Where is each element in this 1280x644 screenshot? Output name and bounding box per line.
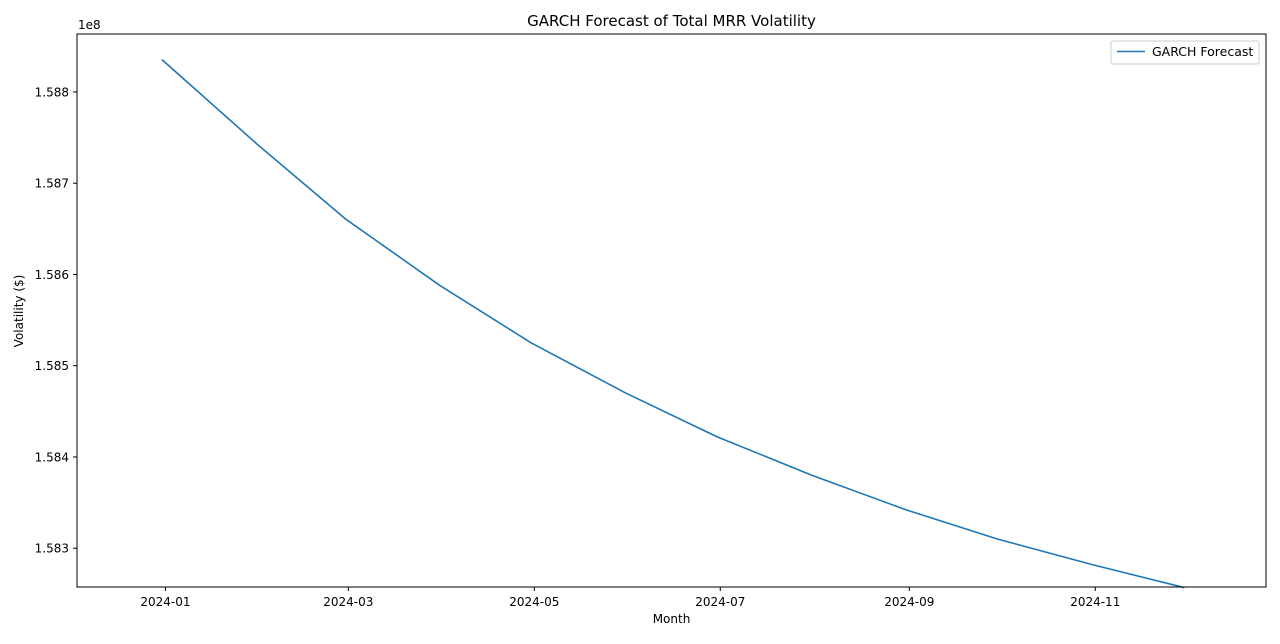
x-tick-label: 2024-03 bbox=[323, 595, 373, 609]
series-layer bbox=[161, 59, 1185, 589]
x-tick-label: 2024-07 bbox=[695, 595, 745, 609]
chart-title: GARCH Forecast of Total MRR Volatility bbox=[527, 12, 816, 30]
y-axis-offset-label: 1e8 bbox=[78, 18, 101, 32]
y-axis: 1.583 1.584 1.585 1.586 1.587 1.588 bbox=[35, 85, 77, 556]
plot-frame bbox=[76, 33, 1267, 588]
x-tick-label: 2024-09 bbox=[884, 595, 934, 609]
series-line-0 bbox=[161, 59, 1185, 589]
legend: GARCH Forecast bbox=[1110, 40, 1260, 65]
y-tick-label: 1.586 bbox=[35, 268, 69, 282]
y-tick-label: 1.588 bbox=[35, 85, 69, 99]
y-tick-label: 1.584 bbox=[35, 450, 69, 464]
y-tick-label: 1.585 bbox=[35, 359, 69, 373]
x-tick-label: 2024-05 bbox=[509, 595, 559, 609]
x-axis-title: Month bbox=[653, 612, 691, 626]
x-axis: 2024-01 2024-03 2024-05 2024-07 2024-09 2024-… bbox=[140, 587, 1120, 609]
legend-label-garch-forecast: GARCH Forecast bbox=[1152, 44, 1253, 59]
x-tick-label: 2024-01 bbox=[140, 595, 190, 609]
y-tick-label: 1.587 bbox=[35, 177, 69, 191]
legend-box bbox=[1110, 40, 1260, 65]
plot-area-background bbox=[77, 34, 1266, 587]
y-axis-title: Volatility ($) bbox=[12, 275, 26, 348]
y-tick-label: 1.583 bbox=[35, 542, 69, 556]
x-tick-label: 2024-11 bbox=[1070, 595, 1120, 609]
